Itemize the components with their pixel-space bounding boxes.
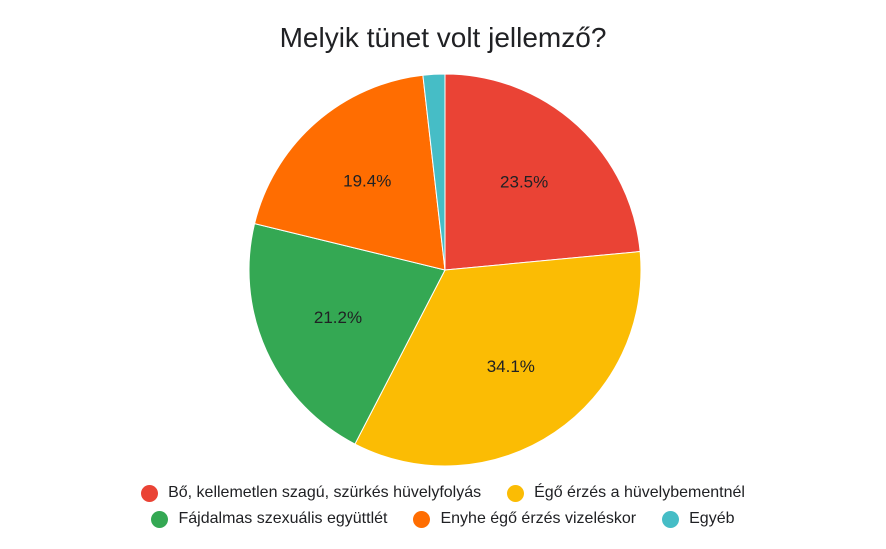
legend-row-1: Bő, kellemetlen szagú, szürkés hüvelyfol… (0, 484, 886, 502)
legend-item: Égő érzés a hüvelybementnél (507, 484, 745, 502)
legend-swatch (141, 484, 159, 502)
legend-item: Egyéb (662, 510, 735, 528)
legend-item: Fájdalmas szexuális együttlét (151, 510, 387, 528)
slice-percent-label: 23.5% (500, 173, 548, 192)
legend-swatch (151, 510, 169, 528)
legend-swatch (662, 510, 680, 528)
legend-swatch (507, 484, 525, 502)
legend-label: Enyhe égő érzés vizeléskor (440, 510, 637, 527)
legend-item: Bő, kellemetlen szagú, szürkés hüvelyfol… (141, 484, 481, 502)
pie-slice-1 (444, 73, 641, 271)
legend-swatch (413, 510, 431, 528)
legend-label: Égő érzés a hüvelybementnél (534, 484, 745, 501)
legend-label: Fájdalmas szexuális együttlét (178, 510, 388, 527)
slice-percent-label: 19.4% (343, 171, 391, 190)
slice-percent-label: 34.1% (487, 357, 535, 376)
legend-label: Bő, kellemetlen szagú, szürkés hüvelyfol… (168, 484, 482, 501)
legend-item: Enyhe égő érzés vizeléskor (413, 510, 636, 528)
chart-title: Melyik tünet volt jellemző? (279, 22, 607, 53)
pie-slice-5 (422, 73, 446, 271)
pie-slice-2 (354, 251, 642, 467)
pie-slice-3 (248, 223, 446, 445)
legend-label: Egyéb (689, 510, 735, 527)
pie-chart: 23.5% 34.1% 21.2% 19.4% (248, 73, 642, 467)
slice-percent-label: 21.2% (314, 308, 362, 327)
legend-row-2: Fájdalmas szexuális együttlét Enyhe égő é… (0, 510, 886, 528)
pie-slice-4 (253, 74, 446, 271)
